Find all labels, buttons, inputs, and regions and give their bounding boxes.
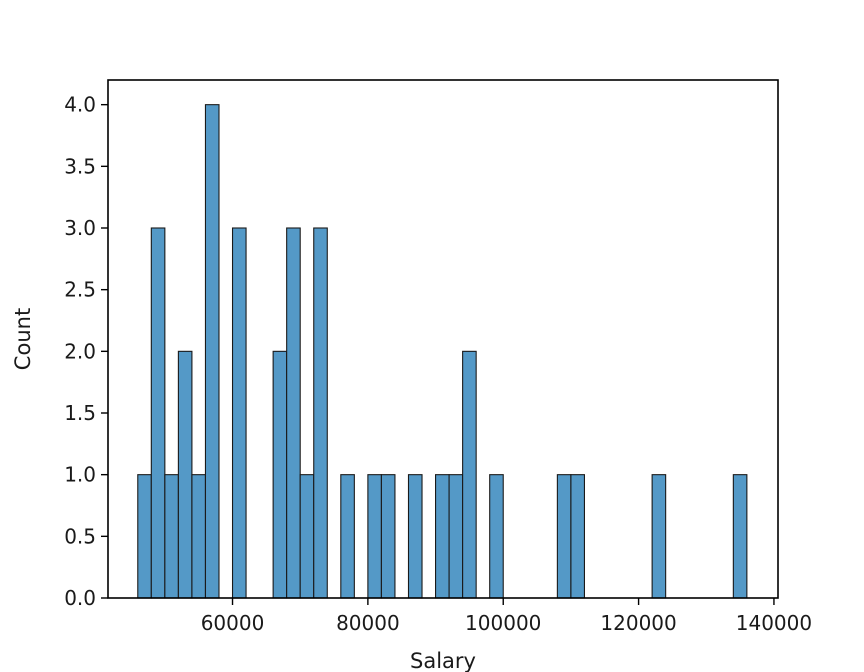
x-axis-ticks: 60000 80000 100000 120000 140000 xyxy=(201,598,812,635)
histogram-bar xyxy=(340,474,355,599)
x-tick-label: 140000 xyxy=(736,611,812,635)
histogram-bar xyxy=(448,474,464,599)
histogram-bar xyxy=(407,474,423,599)
histogram-bar xyxy=(231,227,247,599)
y-axis-ticks: 0.0 0.5 1.0 1.5 2.0 2.5 3.0 3.5 4.0 xyxy=(64,93,108,610)
histogram-bar xyxy=(380,474,396,599)
y-tick-label: 4.0 xyxy=(64,93,96,117)
y-tick-label: 2.5 xyxy=(64,278,96,302)
histogram-bar xyxy=(286,227,301,599)
histogram-bar xyxy=(651,474,667,599)
x-axis-label: Salary xyxy=(410,649,476,672)
x-tick-label: 80000 xyxy=(336,611,400,635)
y-tick-label: 0.5 xyxy=(64,524,96,548)
y-tick-label: 1.0 xyxy=(64,463,96,487)
histogram-bar xyxy=(732,474,748,599)
histogram-bar xyxy=(570,474,585,599)
histogram-bar xyxy=(137,474,152,599)
y-tick-label: 1.5 xyxy=(64,401,96,425)
histogram-bar xyxy=(191,474,207,599)
x-tick-label: 60000 xyxy=(201,611,265,635)
histogram-bar xyxy=(435,474,450,599)
histogram-bar xyxy=(204,104,220,599)
histogram-bar xyxy=(299,474,315,599)
y-tick-label: 0.0 xyxy=(64,586,96,610)
histogram-bar xyxy=(313,227,328,599)
y-axis-label: Count xyxy=(11,308,35,370)
histogram-bar xyxy=(164,474,179,599)
histogram-bar xyxy=(150,227,166,599)
histogram-bar xyxy=(462,350,477,599)
histogram-bar xyxy=(556,474,572,599)
x-tick-label: 100000 xyxy=(465,611,541,635)
y-tick-label: 3.0 xyxy=(64,216,96,240)
histogram-bar xyxy=(489,474,504,599)
x-tick-label: 120000 xyxy=(600,611,676,635)
y-tick-label: 2.0 xyxy=(64,339,96,363)
y-tick-label: 3.5 xyxy=(64,154,96,178)
histogram-bars xyxy=(137,104,748,599)
histogram-bar xyxy=(367,474,382,599)
histogram-bar xyxy=(272,350,288,599)
plot-frame xyxy=(107,79,779,599)
histogram-bar xyxy=(177,350,193,599)
